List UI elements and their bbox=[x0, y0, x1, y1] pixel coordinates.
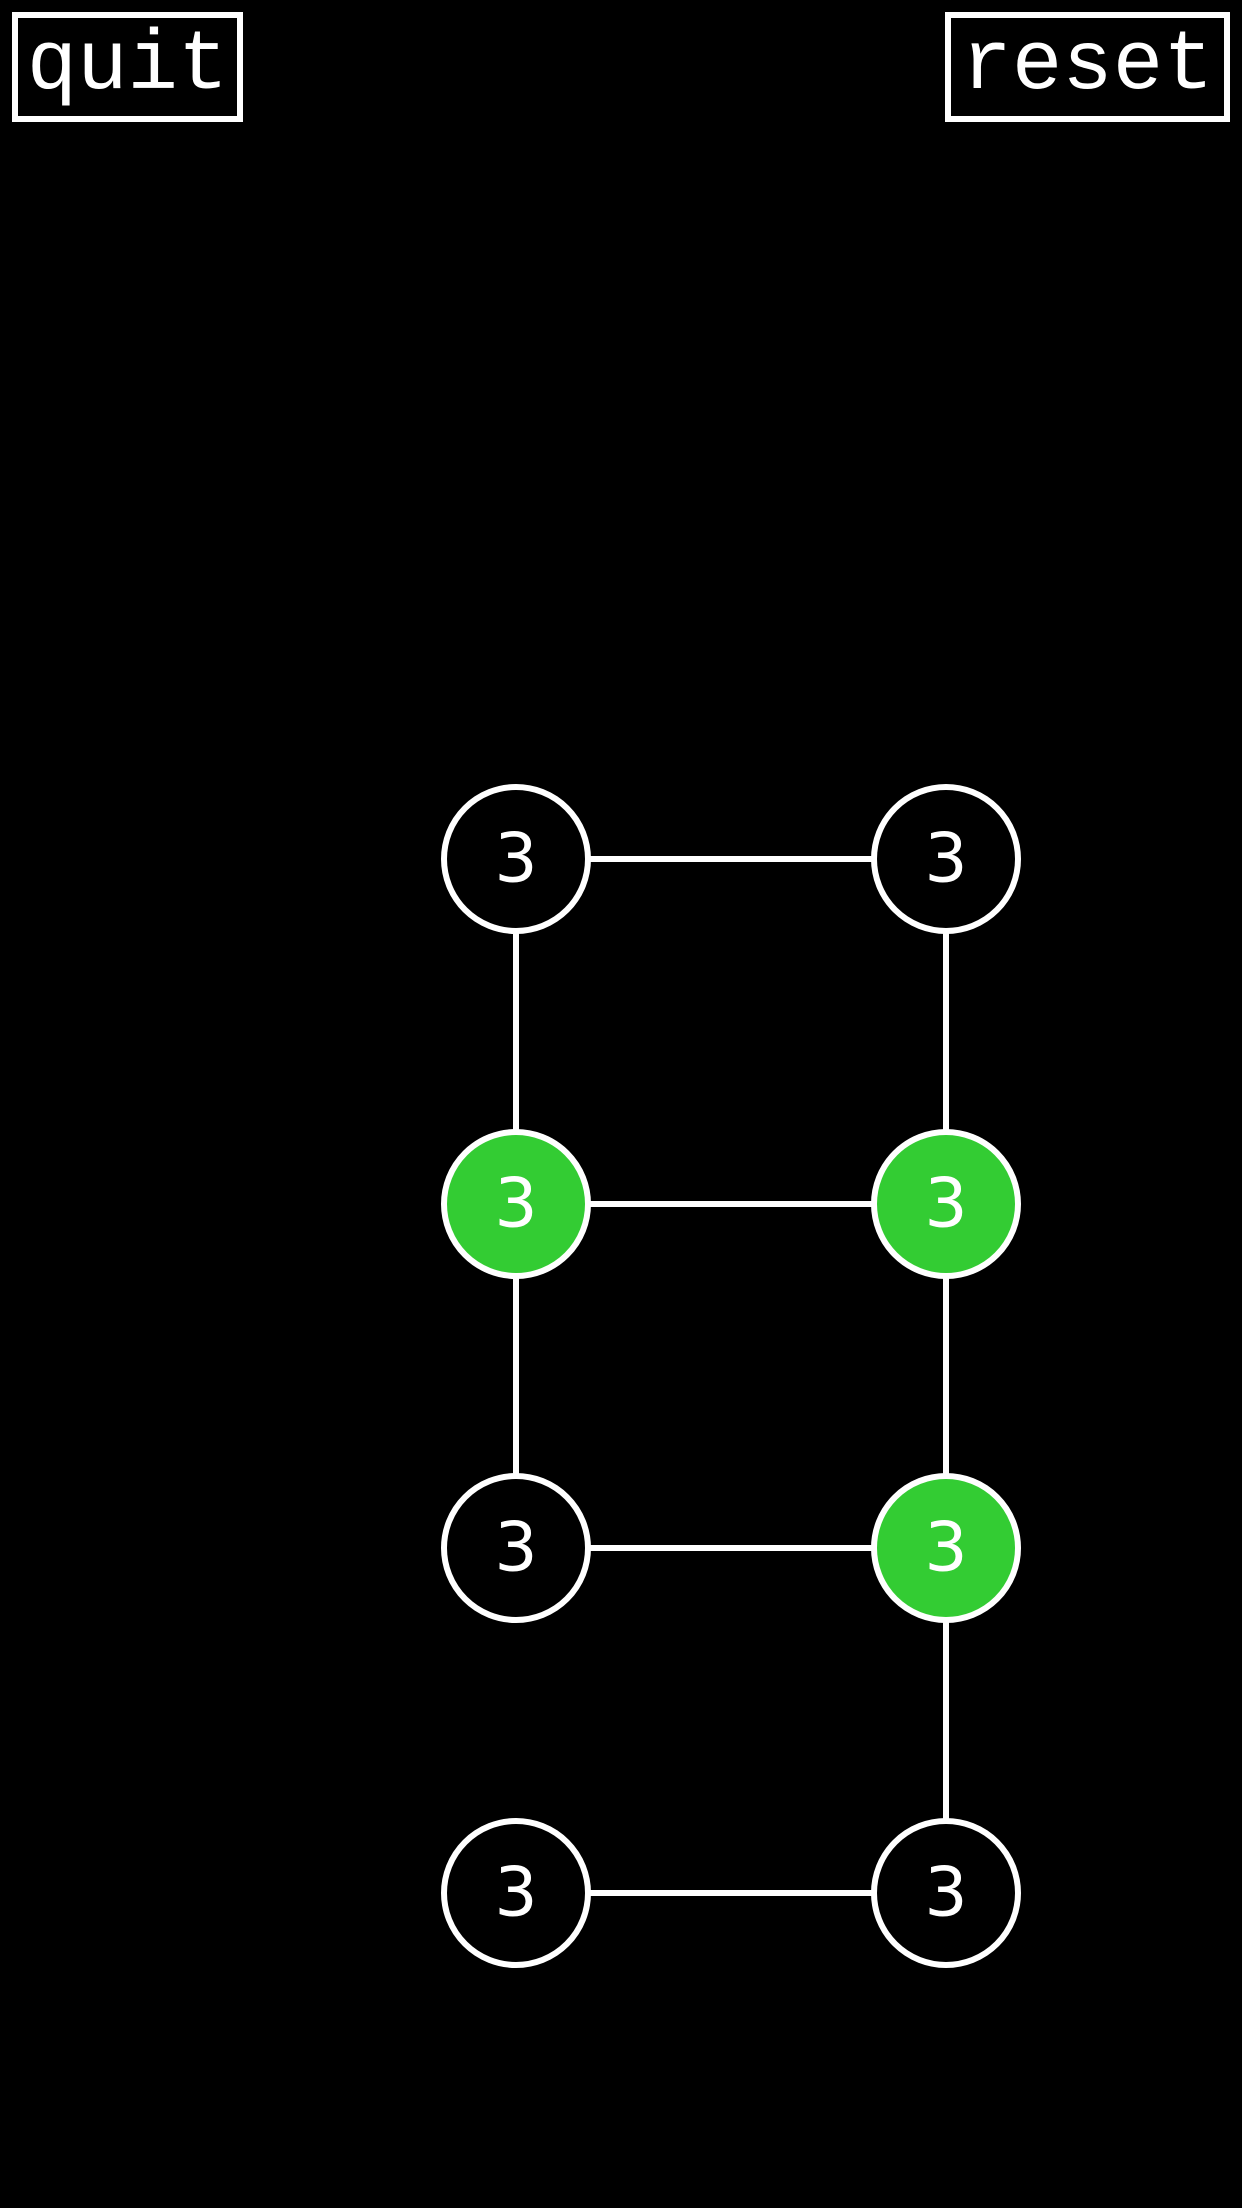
node-r3c1[interactable]: 3 bbox=[871, 1818, 1021, 1968]
node-r1c0[interactable]: 3 bbox=[441, 1129, 591, 1279]
node-circle[interactable] bbox=[441, 1473, 591, 1623]
node-circle[interactable] bbox=[871, 1473, 1021, 1623]
reset-button[interactable]: reset bbox=[945, 12, 1230, 122]
node-r0c1[interactable]: 3 bbox=[871, 784, 1021, 934]
node-circle[interactable] bbox=[441, 784, 591, 934]
node-r3c0[interactable]: 3 bbox=[441, 1818, 591, 1968]
node-circle[interactable] bbox=[871, 1818, 1021, 1968]
node-r1c1[interactable]: 3 bbox=[871, 1129, 1021, 1279]
node-r0c0[interactable]: 3 bbox=[441, 784, 591, 934]
node-circle[interactable] bbox=[441, 1818, 591, 1968]
nodes-layer: 3 3 3 3 3 3 3 3 bbox=[441, 784, 1021, 1968]
node-circle[interactable] bbox=[871, 1129, 1021, 1279]
node-circle[interactable] bbox=[441, 1129, 591, 1279]
node-r2c0[interactable]: 3 bbox=[441, 1473, 591, 1623]
node-r2c1[interactable]: 3 bbox=[871, 1473, 1021, 1623]
quit-button[interactable]: quit bbox=[12, 12, 243, 122]
edges-layer bbox=[513, 856, 949, 1896]
node-circle[interactable] bbox=[871, 784, 1021, 934]
